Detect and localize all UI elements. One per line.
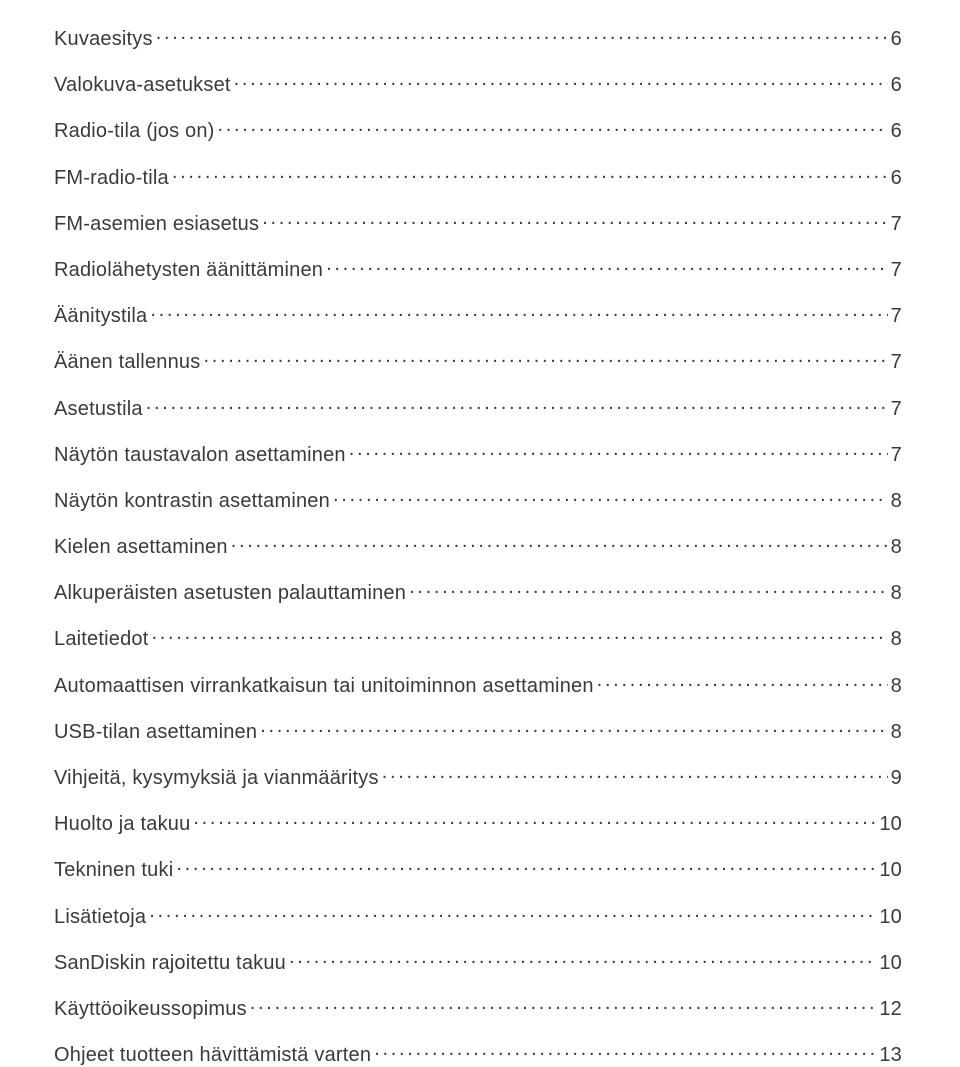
toc-row: Kielen asettaminen 8 <box>54 530 902 559</box>
toc-row: Näytön taustavalon asettaminen 7 <box>54 438 902 467</box>
toc-row: Laitetiedot 8 <box>54 622 902 651</box>
toc-row: SanDiskin rajoitettu takuu 10 <box>54 946 902 975</box>
toc-entry-page: 10 <box>879 813 902 836</box>
toc-leader-dots <box>149 900 876 923</box>
toc-leader-dots <box>289 946 876 969</box>
toc-row: USB-tilan asettaminen 8 <box>54 715 902 744</box>
toc-leader-dots <box>156 22 888 45</box>
toc-row: Radiolähetysten äänittäminen 7 <box>54 253 902 282</box>
toc-row: Näytön kontrastin asettaminen 8 <box>54 484 902 513</box>
toc-leader-dots <box>333 484 888 507</box>
toc-entry-label: SanDiskin rajoitettu takuu <box>54 952 286 975</box>
toc-row: Äänen tallennus 7 <box>54 345 902 374</box>
toc-entry-label: Näytön taustavalon asettaminen <box>54 444 346 467</box>
toc-entry-label: FM-asemien esiasetus <box>54 213 259 236</box>
toc-row: Lisätietoja 10 <box>54 900 902 929</box>
toc-entry-page: 10 <box>879 859 902 882</box>
toc-entry-page: 8 <box>891 721 902 744</box>
toc-leader-dots <box>597 669 888 692</box>
toc-entry-page: 6 <box>891 28 902 51</box>
toc-entry-label: Laitetiedot <box>54 628 149 651</box>
toc-row: Alkuperäisten asetusten palauttaminen 8 <box>54 576 902 605</box>
toc-entry-label: Huolto ja takuu <box>54 813 190 836</box>
toc-row: Äänitystila 7 <box>54 299 902 328</box>
toc-entry-page: 7 <box>891 213 902 236</box>
toc-entry-page: 7 <box>891 398 902 421</box>
toc-entry-label: Asetustila <box>54 398 143 421</box>
toc-leader-dots <box>409 576 888 599</box>
toc-entry-label: Ohjeet tuotteen hävittämistä varten <box>54 1044 371 1067</box>
toc-page: Kuvaesitys6Valokuva-asetukset6Radio-tila… <box>0 0 960 1067</box>
toc-entry-label: Kielen asettaminen <box>54 536 228 559</box>
toc-row: Käyttöoikeussopimus 12 <box>54 992 902 1021</box>
toc-entry-label: USB-tilan asettaminen <box>54 721 257 744</box>
toc-leader-dots <box>152 622 888 645</box>
toc-leader-dots <box>262 207 887 230</box>
toc-leader-dots <box>203 345 887 368</box>
toc-entry-label: Käyttöoikeussopimus <box>54 998 247 1021</box>
toc-leader-dots <box>326 253 888 276</box>
toc-row: Tekninen tuki 10 <box>54 853 902 882</box>
toc-entry-page: 9 <box>891 767 902 790</box>
toc-leader-dots <box>150 299 887 322</box>
toc-entry-label: Äänen tallennus <box>54 351 200 374</box>
toc-list: Kuvaesitys6Valokuva-asetukset6Radio-tila… <box>54 22 902 1067</box>
toc-entry-label: Radio-tila (jos on) <box>54 120 215 143</box>
toc-entry-page: 7 <box>891 259 902 282</box>
toc-row: Automaattisen virrankatkaisun tai unitoi… <box>54 669 902 698</box>
toc-entry-page: 7 <box>891 351 902 374</box>
toc-leader-dots <box>234 68 888 91</box>
toc-entry-page: 7 <box>891 305 902 328</box>
toc-leader-dots <box>231 530 888 553</box>
toc-entry-label: Alkuperäisten asetusten palauttaminen <box>54 582 406 605</box>
toc-entry-page: 8 <box>891 582 902 605</box>
toc-leader-dots <box>382 761 888 784</box>
toc-entry-page: 10 <box>879 906 902 929</box>
toc-entry-page: 8 <box>891 490 902 513</box>
toc-row: Vihjeitä, kysymyksiä ja vianmääritys 9 <box>54 761 902 790</box>
toc-row: Kuvaesitys 6 <box>54 22 902 51</box>
toc-entry-label: Äänitystila <box>54 305 147 328</box>
toc-row: Valokuva-asetukset 6 <box>54 68 902 97</box>
toc-leader-dots <box>146 392 888 415</box>
toc-entry-label: Automaattisen virrankatkaisun tai unitoi… <box>54 675 594 698</box>
toc-entry-page: 12 <box>879 998 902 1021</box>
toc-entry-label: FM-radio-tila <box>54 167 169 190</box>
toc-entry-label: Näytön kontrastin asettaminen <box>54 490 330 513</box>
toc-row: Huolto ja takuu 10 <box>54 807 902 836</box>
toc-row: FM-radio-tila 6 <box>54 161 902 190</box>
toc-entry-page: 10 <box>879 952 902 975</box>
toc-row: Asetustila 7 <box>54 392 902 421</box>
toc-entry-label: Kuvaesitys <box>54 28 153 51</box>
toc-leader-dots <box>349 438 888 461</box>
toc-leader-dots <box>176 853 876 876</box>
toc-row: Ohjeet tuotteen hävittämistä varten 13 <box>54 1038 902 1067</box>
toc-entry-page: 6 <box>891 167 902 190</box>
toc-leader-dots <box>260 715 887 738</box>
toc-entry-page: 6 <box>891 74 902 97</box>
toc-leader-dots <box>374 1038 876 1061</box>
toc-entry-label: Lisätietoja <box>54 906 146 929</box>
toc-entry-page: 7 <box>891 444 902 467</box>
toc-entry-page: 13 <box>879 1044 902 1067</box>
toc-entry-page: 6 <box>891 120 902 143</box>
toc-leader-dots <box>172 161 888 184</box>
toc-leader-dots <box>193 807 876 830</box>
toc-entry-page: 8 <box>891 628 902 651</box>
toc-entry-label: Tekninen tuki <box>54 859 173 882</box>
toc-entry-page: 8 <box>891 675 902 698</box>
toc-entry-label: Valokuva-asetukset <box>54 74 231 97</box>
toc-row: Radio-tila (jos on) 6 <box>54 114 902 143</box>
toc-leader-dots <box>218 114 888 137</box>
toc-entry-label: Vihjeitä, kysymyksiä ja vianmääritys <box>54 767 379 790</box>
toc-entry-label: Radiolähetysten äänittäminen <box>54 259 323 282</box>
toc-entry-page: 8 <box>891 536 902 559</box>
toc-leader-dots <box>250 992 877 1015</box>
toc-row: FM-asemien esiasetus 7 <box>54 207 902 236</box>
